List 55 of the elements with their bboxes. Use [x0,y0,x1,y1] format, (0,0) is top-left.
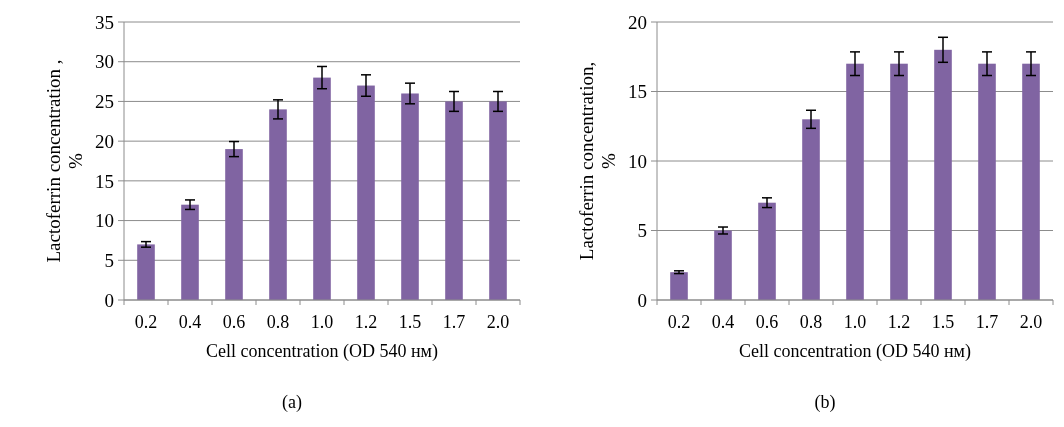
x-tick-label: 1.7 [442,312,466,332]
bar [357,85,375,300]
bar [269,109,287,300]
y-tick-label: 20 [95,130,114,152]
bar [890,63,908,300]
bar [445,101,463,300]
y-tick-label: 20 [628,11,647,33]
x-tick-label: 0.4 [178,312,202,332]
bar [670,272,688,300]
y-axis-title: Lactoferrin concentration, % [576,61,619,261]
y-tick-label: 5 [637,220,647,242]
bar [137,244,155,300]
bar [846,63,864,300]
x-tick-label: 0.4 [711,312,735,332]
x-tick-label: 1.2 [887,312,911,332]
x-tick-label: 0.6 [755,312,779,332]
x-tick-label: 0.8 [266,312,290,332]
bar [489,101,507,300]
bar [978,63,996,300]
bar [225,149,243,300]
y-tick-label: 0 [637,289,647,311]
y-tick-label: 10 [628,150,647,172]
x-axis-title: Cell concentration (OD 540 нм) [739,341,971,362]
x-tick-label: 1.2 [354,312,378,332]
bar [1022,63,1040,300]
y-tick-label: 15 [95,170,114,192]
x-tick-label: 1.0 [843,312,867,332]
x-tick-label: 1.5 [398,312,422,332]
x-tick-label: 1.7 [975,312,999,332]
x-axis-title: Cell concentration (OD 540 нм) [206,341,438,362]
y-tick-label: 5 [104,249,114,271]
y-tick-label: 15 [628,81,647,103]
bar [714,230,732,300]
x-tick-label: 2.0 [486,312,510,332]
x-tick-label: 0.8 [799,312,823,332]
bar [802,119,820,300]
y-tick-label: 10 [95,210,114,232]
x-tick-label: 0.6 [222,312,246,332]
x-tick-label: 2.0 [1019,312,1043,332]
x-tick-label: 0.2 [667,312,691,332]
bar [934,49,952,300]
text: (b) [814,392,836,413]
bar [401,93,419,300]
text: (a) [282,392,302,413]
bar [313,77,331,300]
y-axis-title: Lactoferrin concentration , % [43,59,86,263]
x-tick-label: 1.5 [931,312,955,332]
bar [181,204,199,300]
y-tick-label: 35 [95,11,114,33]
x-tick-label: 0.2 [134,312,158,332]
bar [758,202,776,300]
y-tick-label: 30 [95,51,114,73]
y-tick-label: 25 [95,91,114,113]
y-tick-label: 0 [104,289,114,311]
x-tick-label: 1.0 [310,312,334,332]
